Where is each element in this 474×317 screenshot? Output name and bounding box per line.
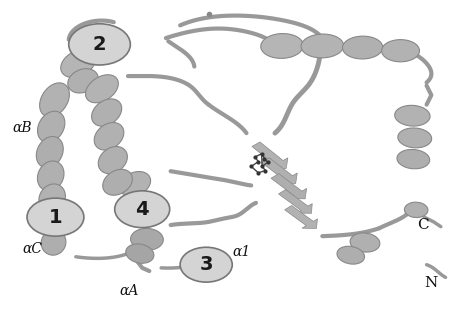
Ellipse shape (126, 244, 154, 263)
Ellipse shape (337, 246, 365, 264)
Ellipse shape (40, 83, 69, 117)
Circle shape (115, 191, 170, 228)
Ellipse shape (404, 202, 428, 217)
Ellipse shape (398, 128, 432, 148)
Ellipse shape (98, 146, 128, 174)
Ellipse shape (37, 111, 65, 142)
FancyArrow shape (252, 142, 288, 169)
Ellipse shape (41, 230, 66, 255)
Text: 2: 2 (93, 35, 106, 54)
Ellipse shape (350, 233, 380, 252)
Text: αA: αA (119, 284, 138, 298)
Ellipse shape (119, 171, 151, 196)
Ellipse shape (40, 209, 66, 235)
Ellipse shape (85, 75, 118, 103)
FancyArrow shape (285, 205, 318, 228)
Ellipse shape (39, 184, 65, 212)
Ellipse shape (261, 34, 303, 58)
Ellipse shape (343, 36, 383, 59)
FancyArrow shape (271, 174, 307, 199)
Circle shape (27, 198, 84, 236)
Ellipse shape (91, 99, 122, 126)
Ellipse shape (301, 34, 344, 58)
Text: 3: 3 (200, 255, 213, 274)
Ellipse shape (61, 49, 96, 77)
Circle shape (180, 247, 232, 282)
Text: C: C (417, 218, 428, 232)
Ellipse shape (130, 228, 164, 250)
FancyArrow shape (262, 158, 297, 184)
Text: αC: αC (22, 242, 42, 256)
Circle shape (69, 24, 130, 65)
Ellipse shape (94, 123, 124, 150)
Text: 1: 1 (49, 208, 62, 227)
Ellipse shape (395, 105, 430, 126)
Ellipse shape (68, 69, 98, 93)
Ellipse shape (37, 161, 64, 191)
FancyArrow shape (279, 190, 312, 213)
Text: N: N (425, 276, 438, 290)
Ellipse shape (103, 169, 132, 195)
Ellipse shape (382, 40, 419, 62)
Text: α1: α1 (233, 245, 251, 259)
Text: 4: 4 (136, 200, 149, 219)
Ellipse shape (127, 193, 157, 216)
Ellipse shape (397, 149, 430, 169)
Ellipse shape (36, 137, 63, 168)
Text: αB: αB (12, 121, 32, 135)
